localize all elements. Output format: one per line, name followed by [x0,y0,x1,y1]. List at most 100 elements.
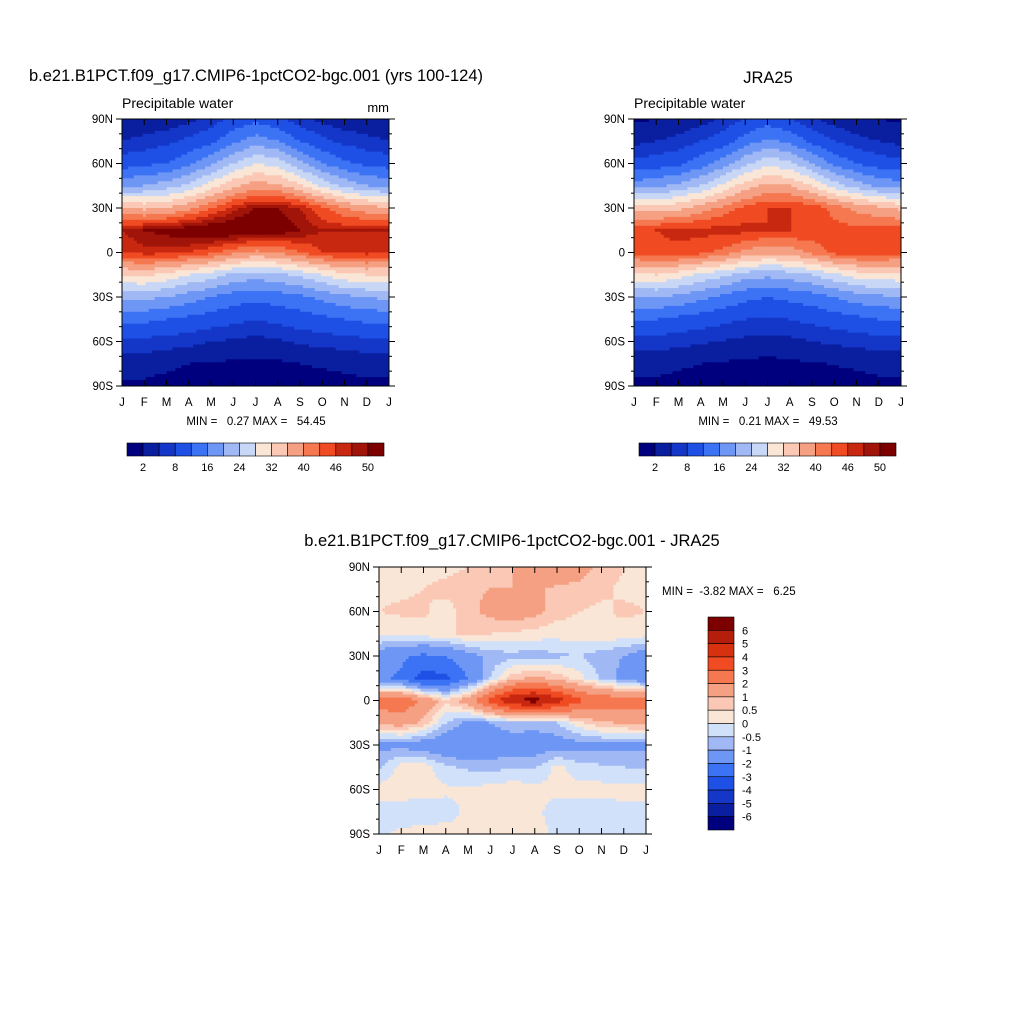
field-cell [237,279,242,283]
field-cell [368,273,372,277]
field-cell [371,196,375,200]
field-cell [377,252,381,257]
field-cell [341,205,346,209]
field-cell [305,225,310,230]
field-cell [305,119,310,123]
field-cell [308,175,313,179]
field-cell [228,267,233,271]
field-cell [211,154,215,159]
field-cell [169,210,174,215]
field-cell [326,213,331,218]
field-cell [231,264,236,268]
field-cell [288,225,292,230]
field-cell [297,196,301,200]
field-cell [219,121,224,126]
field-cell [380,163,384,168]
field-cell [350,130,354,135]
field-cell [148,119,153,123]
field-cell [264,166,268,171]
field-cell [356,225,360,230]
field-cell [160,237,165,242]
field-cell [157,124,162,129]
field-cell [347,163,352,168]
field-cell [157,130,162,135]
field-cell [130,246,135,251]
field-cell [347,208,352,212]
field-cell [300,216,304,221]
field-cell [311,184,316,188]
field-cell [228,166,233,171]
field-cell [368,222,372,227]
field-cell [178,210,182,215]
field-cell [234,119,239,123]
field-cell [243,160,248,165]
field-cell [371,279,375,283]
field-cell [222,279,227,283]
field-cell [187,270,191,274]
field-cell [240,199,245,203]
field-cell [317,169,322,173]
field-cell [136,225,141,230]
field-cell [145,172,150,176]
field-cell [288,142,292,147]
field-cell [148,225,153,230]
field-cell [249,279,254,283]
field-cell [356,222,360,227]
field-cell [216,184,221,188]
field-cell [190,231,194,236]
field-cell [294,267,298,271]
field-cell [335,240,340,245]
field-cell [288,193,292,197]
field-cell [368,119,372,123]
field-cell [264,130,268,135]
field-cell [160,258,165,262]
field-cell [305,234,310,239]
field-cell [249,184,254,188]
field-cell [285,121,289,126]
field-cell [175,193,179,197]
field-cell [169,178,174,182]
field-cell [205,270,209,274]
field-cell [323,261,328,265]
field-cell [145,222,150,227]
field-cell [359,270,363,274]
field-cell [231,252,236,257]
field-cell [133,148,138,153]
field-cell [285,252,289,257]
field-cell [267,276,271,280]
field-cell [300,273,304,277]
field-cell [252,163,257,168]
field-cell [205,181,209,185]
field-cell [353,193,357,197]
field-cell [187,225,191,230]
field-cell [208,252,212,257]
field-cell [279,184,283,188]
field-cell [228,163,233,168]
field-cell [240,139,245,144]
field-cell [136,163,141,168]
field-cell [332,184,337,188]
field-cell [267,237,271,242]
field-cell [228,255,233,260]
field-cell [368,157,372,162]
field-cell [187,267,191,271]
field-cell [172,172,176,176]
field-cell [154,205,159,209]
field-cell [380,175,384,179]
field-cell [371,163,375,168]
field-cell [294,119,298,123]
field-cell [377,261,381,265]
field-cell [184,127,188,132]
field-cell [145,258,150,262]
field-cell [240,213,245,218]
field-cell [222,208,227,212]
field-cell [383,208,387,212]
field-cell [291,184,295,188]
field-cell [148,231,153,236]
field-cell [202,157,206,162]
field-cell [208,127,212,132]
field-cell [356,121,360,126]
field-cell [329,145,334,150]
field-cell [368,210,372,215]
field-cell [386,121,389,126]
